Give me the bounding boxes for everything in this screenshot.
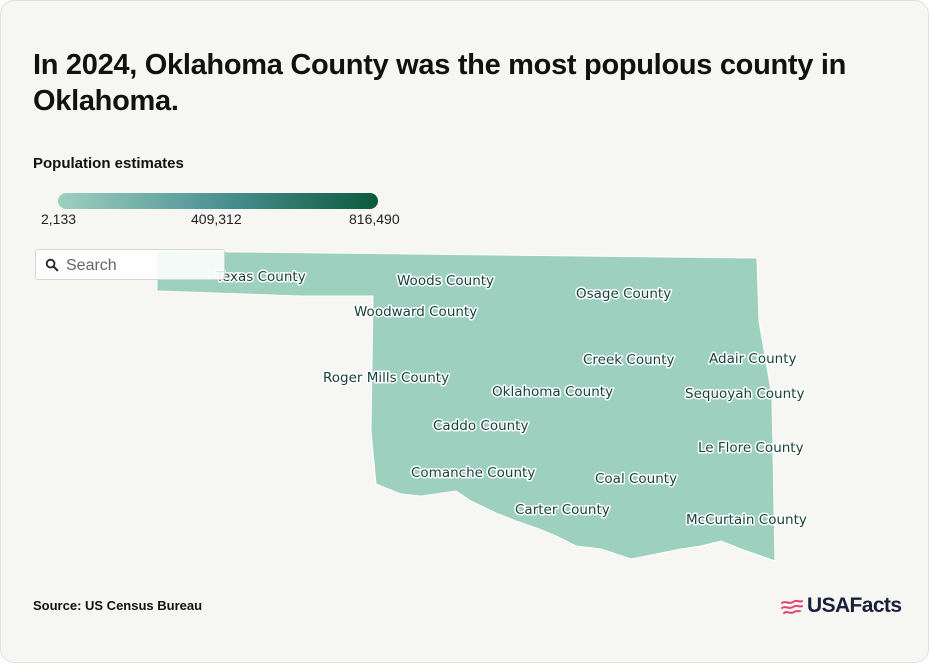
label-caddo-county: Caddo County bbox=[433, 418, 528, 434]
legend-title: Population estimates bbox=[33, 155, 184, 172]
source-note: Source: US Census Bureau bbox=[33, 598, 203, 613]
label-le-flore-county: Le Flore County bbox=[698, 440, 804, 456]
brand-name: USAFacts bbox=[807, 594, 902, 617]
label-comanche-county: Comanche County bbox=[411, 465, 535, 481]
legend-min-label: 2,133 bbox=[41, 211, 77, 227]
us-flag-icon bbox=[781, 599, 803, 614]
chart-title: In 2024, Oklahoma County was the most po… bbox=[33, 49, 847, 117]
label-roger-mills-county: Roger Mills County bbox=[323, 370, 449, 386]
label-carter-county: Carter County bbox=[515, 502, 610, 518]
county-search-box[interactable] bbox=[35, 249, 225, 280]
legend-color-bar bbox=[58, 193, 378, 209]
search-input[interactable] bbox=[64, 253, 223, 278]
label-osage-county: Osage County bbox=[576, 286, 671, 302]
legend-mid-label: 409,312 bbox=[191, 211, 242, 227]
label-woods-county: Woods County bbox=[397, 273, 494, 289]
label-woodward-county: Woodward County bbox=[354, 304, 477, 320]
label-sequoyah-county: Sequoyah County bbox=[685, 386, 804, 402]
label-oklahoma-county: Oklahoma County bbox=[492, 384, 613, 400]
label-mccurtain-county: McCurtain County bbox=[686, 512, 807, 528]
label-coal-county: Coal County bbox=[595, 471, 677, 487]
label-texas-county: Texas County bbox=[215, 269, 306, 285]
county-labels: Texas County Woods County Osage County W… bbox=[214, 268, 809, 530]
search-icon bbox=[45, 258, 59, 272]
label-creek-county: Creek County bbox=[583, 352, 674, 368]
legend-max-label: 816,490 bbox=[349, 211, 400, 227]
label-adair-county: Adair County bbox=[709, 351, 797, 367]
